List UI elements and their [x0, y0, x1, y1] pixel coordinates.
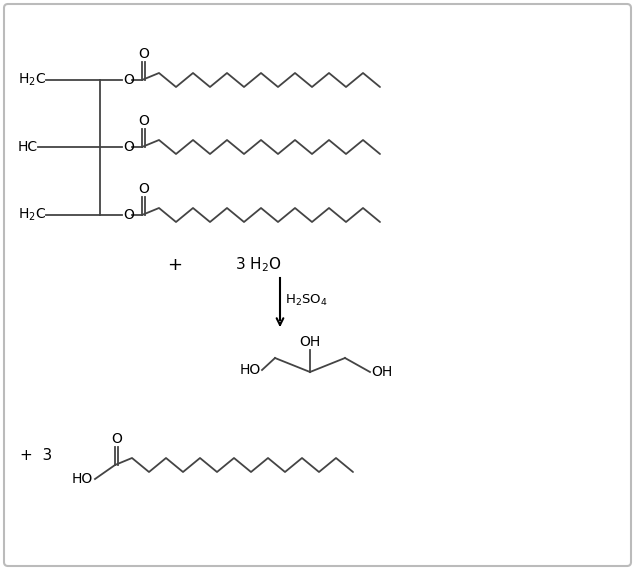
- Text: H$_2$C: H$_2$C: [18, 207, 46, 223]
- Text: H$_2$SO$_4$: H$_2$SO$_4$: [285, 292, 327, 308]
- Text: O: O: [123, 73, 134, 87]
- Text: HO: HO: [72, 472, 93, 486]
- Text: HO: HO: [240, 363, 261, 377]
- Text: O: O: [123, 140, 134, 154]
- Text: O: O: [138, 182, 149, 196]
- Text: H$_2$C: H$_2$C: [18, 72, 46, 88]
- Text: OH: OH: [371, 365, 392, 379]
- Text: +  3: + 3: [20, 447, 52, 462]
- Text: O: O: [123, 208, 134, 222]
- Text: HC: HC: [18, 140, 38, 154]
- Text: 3 H$_2$O: 3 H$_2$O: [235, 256, 282, 274]
- Text: O: O: [138, 47, 149, 61]
- Text: OH: OH: [299, 335, 320, 349]
- Text: O: O: [111, 432, 122, 446]
- Text: +: +: [168, 256, 182, 274]
- FancyBboxPatch shape: [4, 4, 631, 566]
- Text: O: O: [138, 114, 149, 128]
